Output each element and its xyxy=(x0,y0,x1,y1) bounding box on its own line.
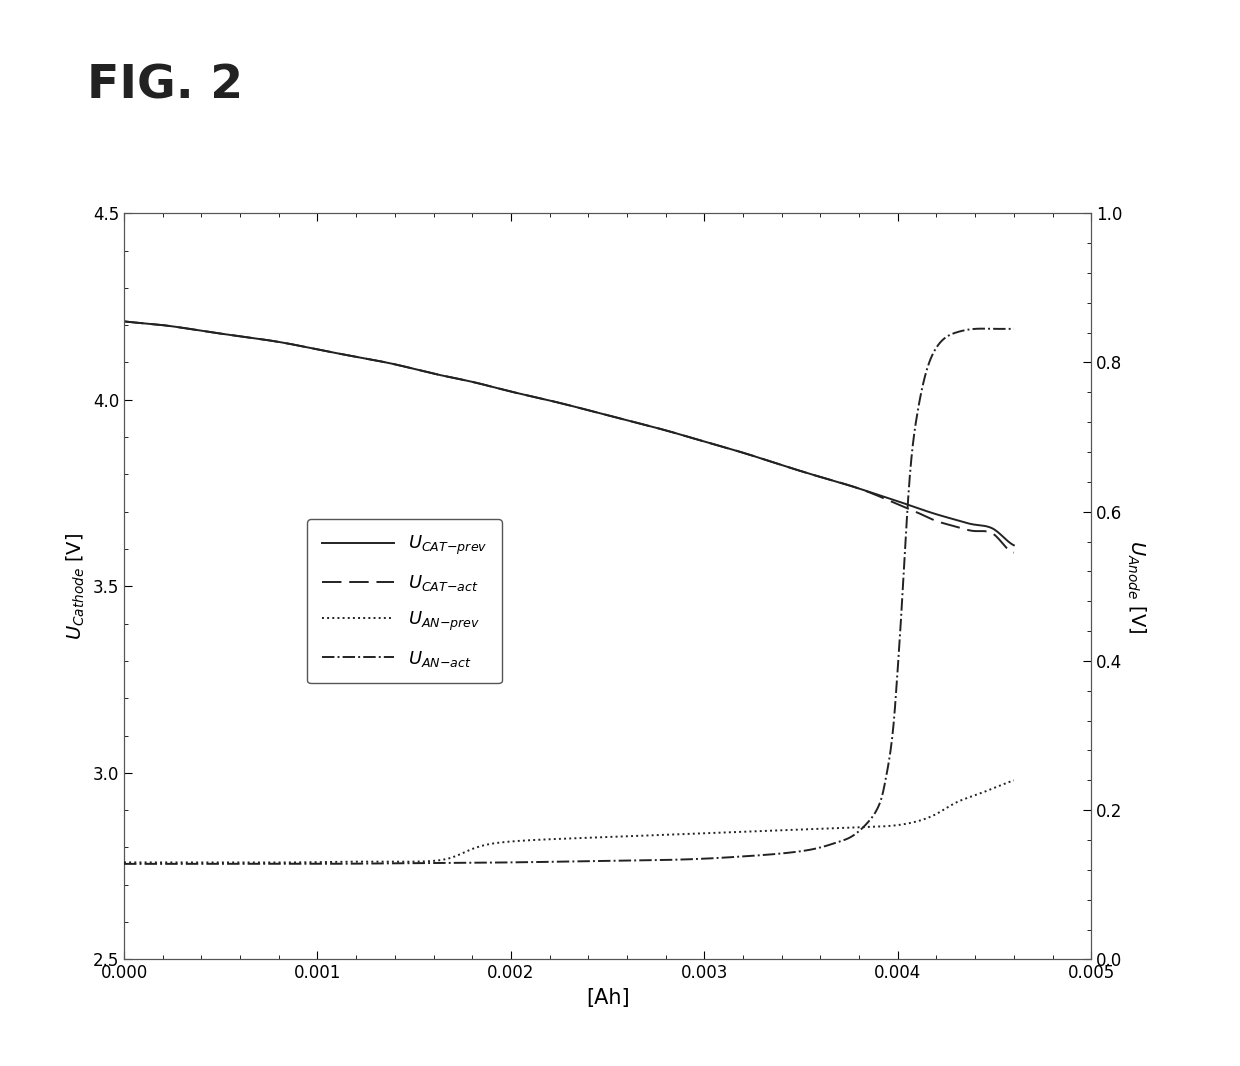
Text: FIG. 2: FIG. 2 xyxy=(87,64,243,109)
Y-axis label: $U_{Anode}$ [V]: $U_{Anode}$ [V] xyxy=(1125,539,1147,633)
X-axis label: [Ah]: [Ah] xyxy=(585,988,630,1007)
Y-axis label: $U_{Cathode}$ [V]: $U_{Cathode}$ [V] xyxy=(64,533,87,640)
Legend: $U_{CAT\mathregular{-}prev}$, $U_{CAT\mathregular{-}act}$, $U_{AN\mathregular{-}: $U_{CAT\mathregular{-}prev}$, $U_{CAT\ma… xyxy=(308,519,502,683)
